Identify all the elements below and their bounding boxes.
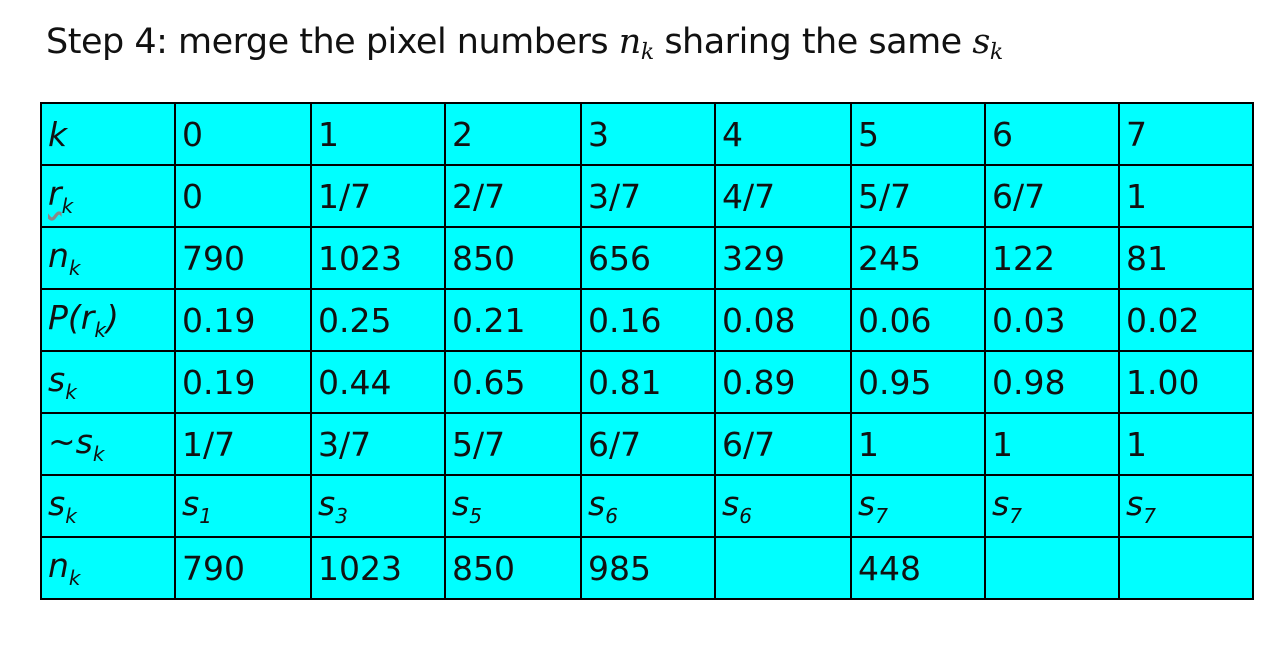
table-cell: 1/7 [174,412,312,476]
table-cell: s3 [310,474,446,538]
table-cell: 985 [580,536,716,600]
table-row-rounded-sk: ~sk 1/7 3/7 5/7 6/7 6/7 1 1 1 [40,412,1254,476]
table-row-prk: P(rk) 0.19 0.25 0.21 0.16 0.08 0.06 0.03… [40,288,1254,352]
table-cell: 6/7 [580,412,716,476]
table-cell: 5/7 [850,164,986,228]
title-mid-text: sharing the same [664,22,962,62]
table-cell: 0.25 [310,288,446,352]
row-label: k [40,102,176,166]
table-cell: 0.81 [580,350,716,414]
table-cell-highlight: s7 [1118,474,1254,538]
table-cell: 0.19 [174,350,312,414]
table-cell: 329 [714,226,852,290]
histogram-equalization-table: k 0 1 2 3 4 5 6 7 rk 0 1/7 2/7 3/7 4/7 5… [40,102,1254,600]
table-cell: 1023 [310,536,446,600]
table-cell: 1/7 [310,164,446,228]
table-cell: 3/7 [580,164,716,228]
table-cell: 6/7 [714,412,852,476]
table-cell [1118,536,1254,600]
row-label: nk [40,226,176,290]
table-cell: 0.08 [714,288,852,352]
row-label: rk [40,164,176,228]
table-cell: 122 [984,226,1120,290]
table-cell [984,536,1120,600]
table-cell: s1 [174,474,312,538]
table-cell-highlight: s6 [714,474,852,538]
table-cell: 0.89 [714,350,852,414]
table-cell: 2/7 [444,164,582,228]
table-cell: 0.65 [444,350,582,414]
table-cell: 1 [850,412,986,476]
table-cell: 1 [1118,412,1254,476]
table-cell: 448 [850,536,986,600]
table-cell-highlight: s7 [984,474,1120,538]
table-cell: 0.19 [174,288,312,352]
table-cell: 7 [1118,102,1254,166]
table-cell: 1 [1118,164,1254,228]
table-cell: 245 [850,226,986,290]
table-cell: 1 [310,102,446,166]
table-cell: 790 [174,226,312,290]
table-cell: 0 [174,102,312,166]
table-cell: 1.00 [1118,350,1254,414]
table-cell: 0 [174,164,312,228]
table-cell: 790 [174,536,312,600]
table-cell: 5/7 [444,412,582,476]
row-label: nk [40,536,176,600]
table-cell: 4/7 [714,164,852,228]
table-cell: 81 [1118,226,1254,290]
table-cell: 1023 [310,226,446,290]
table-cell: 1 [984,412,1120,476]
table-row-merged-nk: nk 790 1023 850 985 448 [40,536,1254,600]
title-text: Step 4: merge the pixel numbers [46,22,609,62]
table-cell: s6 [580,474,716,538]
table-cell: 0.16 [580,288,716,352]
table-cell: 656 [580,226,716,290]
table-cell: 850 [444,536,582,600]
title-n-symbol: nk [618,22,654,65]
table-cell: 0.98 [984,350,1120,414]
table-cell: 6/7 [984,164,1120,228]
row-label: sk [40,350,176,414]
table-row-sk: sk 0.19 0.44 0.65 0.81 0.89 0.95 0.98 1.… [40,350,1254,414]
table-cell: 2 [444,102,582,166]
title-s-symbol: sk [972,22,1003,65]
table-cell: 6 [984,102,1120,166]
row-label: P(rk) [40,288,176,352]
table-cell: 0.95 [850,350,986,414]
table-cell [714,536,852,600]
table-cell: 5 [850,102,986,166]
row-label: ~sk [40,412,176,476]
table-row-rk: rk 0 1/7 2/7 3/7 4/7 5/7 6/7 1 [40,164,1254,228]
row-label: sk [40,474,176,538]
table-cell: 0.03 [984,288,1120,352]
table-row-sk-levels: sk s1 s3 s5 s6 s6 s7 s7 s7 [40,474,1254,538]
table-cell: 4 [714,102,852,166]
table-cell: 0.06 [850,288,986,352]
table-row-k: k 0 1 2 3 4 5 6 7 [40,102,1254,166]
table-cell: s7 [850,474,986,538]
table-cell: 0.44 [310,350,446,414]
table-cell: 0.21 [444,288,582,352]
table-cell: 850 [444,226,582,290]
table-cell: 0.02 [1118,288,1254,352]
table-cell: 3/7 [310,412,446,476]
slide-title: Step 4: merge the pixel numbers nk shari… [46,22,1003,65]
table-row-nk: nk 790 1023 850 656 329 245 122 81 [40,226,1254,290]
table-cell: 3 [580,102,716,166]
table-cell: s5 [444,474,582,538]
